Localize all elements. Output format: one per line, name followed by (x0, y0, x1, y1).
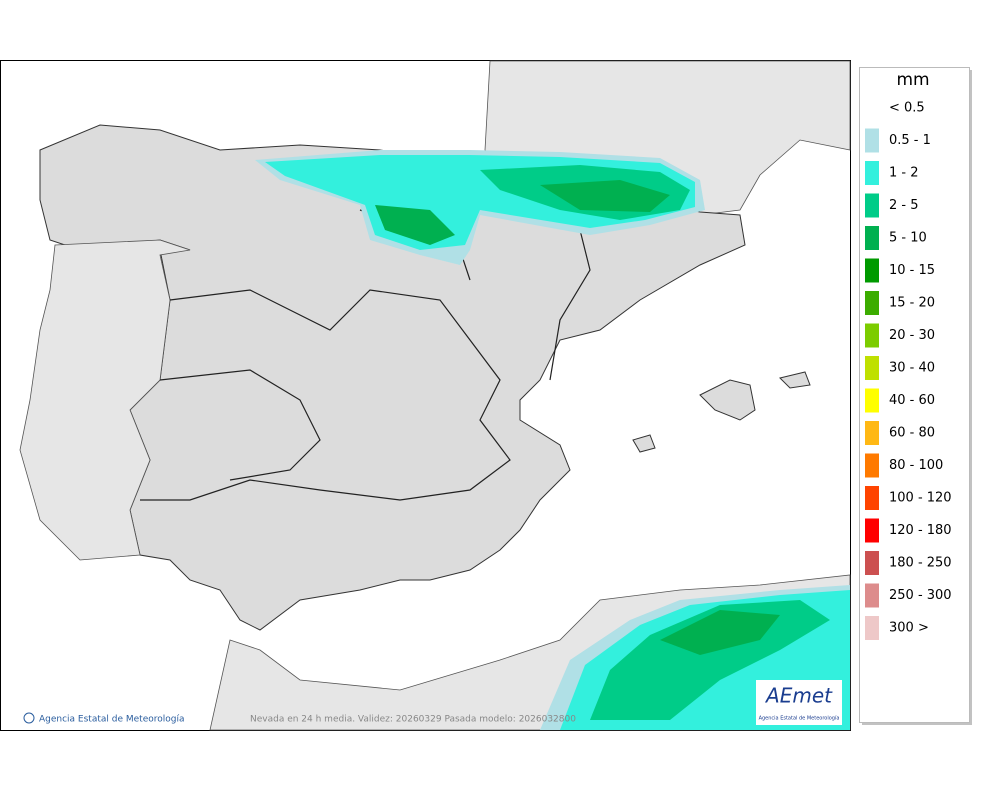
legend-label: 30 - 40 (889, 361, 935, 376)
legend-label: 60 - 80 (889, 426, 935, 441)
legend-swatch (865, 551, 879, 575)
legend-swatch (865, 421, 879, 445)
logo-subtitle: Agencia Estatal de Meteorología (759, 715, 840, 722)
legend-label: 80 - 100 (889, 458, 943, 473)
legend: mm < 0.5 0.5 - 1 1 - 2 2 - 5 5 - 10 10 - 15 15… (859, 67, 972, 725)
ibiza (632, 434, 656, 453)
legend-label: 1 - 2 (889, 166, 919, 181)
logo-name: AEmet (764, 684, 833, 708)
legend-label: 300 > (889, 621, 929, 636)
logo-box (756, 680, 842, 725)
menorca (779, 371, 811, 389)
legend-swatch (865, 161, 879, 185)
legend-label: 2 - 5 (889, 198, 919, 213)
legend-swatch (865, 193, 879, 218)
legend-label: 120 - 180 (889, 523, 952, 538)
legend-swatch (865, 583, 879, 608)
legend-swatch (865, 388, 879, 413)
caption: Nevada en 24 h media. Validez: 20260329 … (250, 715, 576, 725)
legend-title: mm (896, 70, 929, 90)
legend-label: 15 - 20 (889, 296, 935, 311)
legend-label: 20 - 30 (889, 328, 935, 343)
legend-label: 250 - 300 (889, 588, 952, 603)
mallorca (699, 379, 756, 421)
copyright-icon (23, 712, 35, 724)
legend-swatch (865, 323, 879, 348)
legend-swatch (865, 291, 879, 315)
legend-swatch (865, 258, 879, 283)
legend-label: 180 - 250 (889, 556, 952, 571)
legend-label: < 0.5 (889, 101, 925, 116)
legend-swatch (865, 518, 879, 543)
legend-label: 40 - 60 (889, 393, 935, 408)
map: Agencia Estatal de Meteorología Nevada e… (0, 60, 851, 731)
legend-label: 5 - 10 (889, 231, 927, 246)
credit: Agencia Estatal de Meteorología (39, 715, 185, 725)
portugal (19, 239, 191, 561)
legend-swatch (865, 453, 879, 478)
legend-swatch (865, 356, 879, 380)
legend-label: 0.5 - 1 (889, 133, 931, 148)
legend-swatch (865, 128, 879, 153)
legend-swatch (865, 226, 879, 250)
legend-swatch (865, 486, 879, 510)
legend-label: 10 - 15 (889, 263, 935, 278)
legend-label: 100 - 120 (889, 491, 952, 506)
legend-swatch (865, 616, 879, 640)
